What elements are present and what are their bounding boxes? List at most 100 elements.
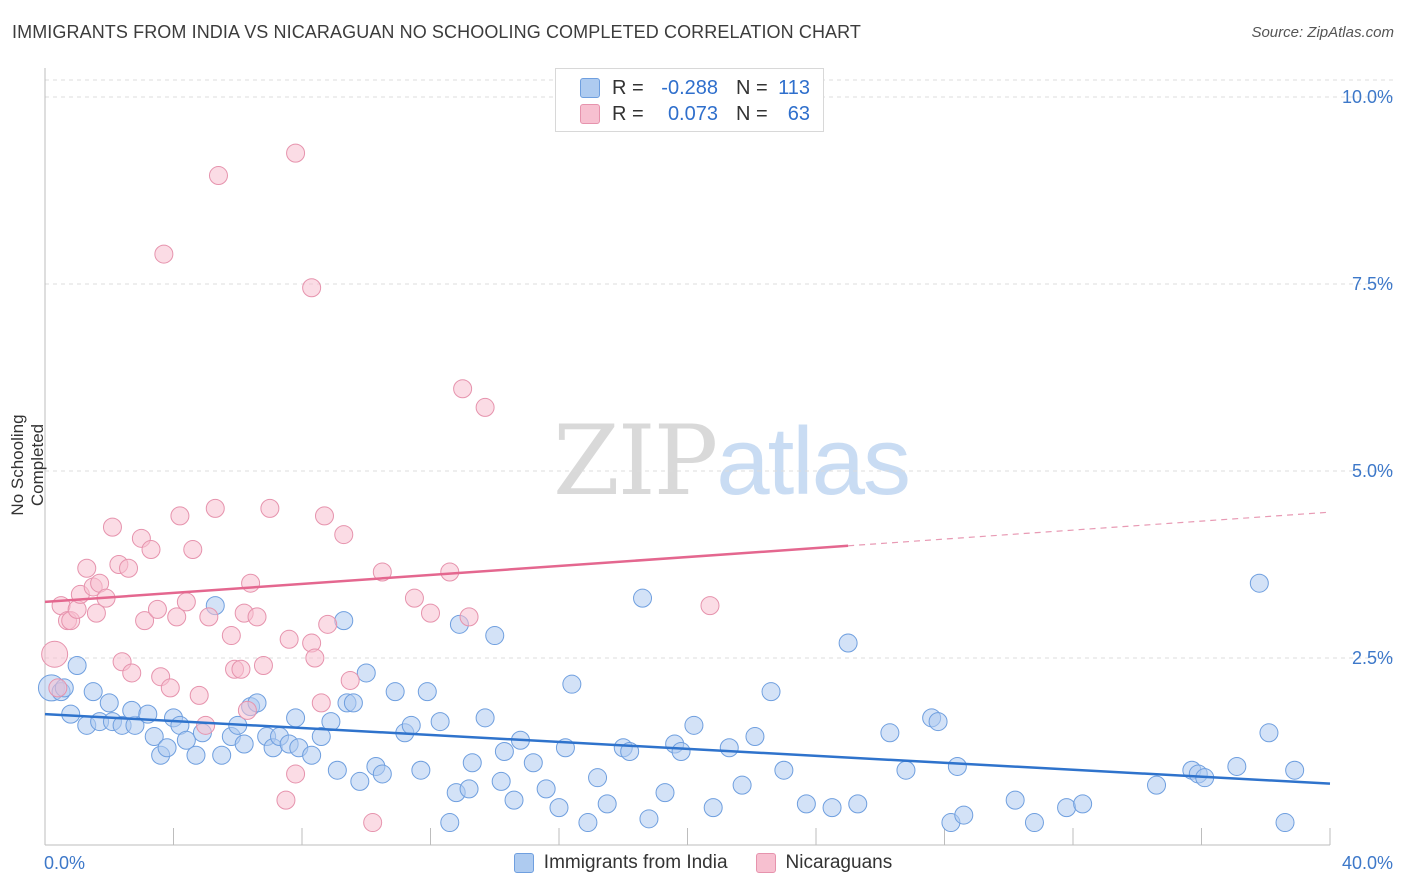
- india-point: [401, 715, 421, 735]
- india-point: [462, 753, 482, 773]
- nicaraguan-point: [102, 517, 122, 537]
- india-point: [440, 813, 460, 833]
- india-point: [234, 734, 254, 754]
- watermark-zip: ZIP: [553, 405, 718, 517]
- india-point: [1227, 756, 1247, 776]
- india-point: [334, 611, 354, 631]
- nicaraguan-point: [189, 685, 209, 705]
- india-point: [350, 771, 370, 791]
- india-point: [417, 682, 437, 702]
- india-point: [928, 712, 948, 732]
- nicaraguan-point: [260, 498, 280, 518]
- nicaraguan-point: [286, 143, 306, 163]
- nicaraguan-point: [453, 379, 473, 399]
- india-point: [880, 723, 900, 743]
- nicaraguan-point: [205, 498, 225, 518]
- nicaraguan-point: [183, 540, 203, 560]
- india-point: [1249, 573, 1269, 593]
- legend-r-value: -0.288: [661, 76, 718, 99]
- india-point: [67, 655, 87, 675]
- india-point: [947, 756, 967, 776]
- nicaraguan-point: [276, 790, 296, 810]
- watermark-atlas: atlas: [716, 408, 911, 515]
- nicaraguan-trend-line: [44, 544, 849, 604]
- chart-title: IMMIGRANTS FROM INDIA VS NICARAGUAN NO S…: [12, 22, 862, 42]
- nicaraguan-trend-extension: [848, 511, 1331, 547]
- nicaraguan-point: [160, 678, 180, 698]
- nicaraguan-point: [700, 596, 720, 616]
- india-point: [896, 760, 916, 780]
- india-point: [954, 805, 974, 825]
- nicaraguan-point: [363, 813, 383, 833]
- y-tick-label: 5.0%: [1352, 461, 1393, 481]
- nicaraguan-point: [154, 244, 174, 264]
- india-point: [1024, 813, 1044, 833]
- nicaraguan-point: [41, 640, 69, 668]
- india-point: [1057, 798, 1077, 818]
- india-point: [655, 783, 675, 803]
- india-point: [459, 779, 479, 799]
- nicaraguan-point: [302, 278, 322, 298]
- nicaraguan-point: [196, 715, 216, 735]
- series-swatch-nicaraguans: [755, 853, 776, 873]
- india-point: [549, 798, 569, 818]
- nicaraguan-point: [475, 397, 495, 417]
- nicaraguan-point: [170, 506, 190, 526]
- india-point: [732, 775, 752, 795]
- series-legend: Immigrants from India Nicaraguans: [0, 852, 1406, 874]
- series-legend-nicaraguans[interactable]: Nicaraguans: [755, 852, 893, 874]
- legend-n-value: 113: [778, 76, 810, 99]
- nicaraguan-point: [141, 540, 161, 560]
- x-tick-label: 40.0%: [1342, 853, 1393, 873]
- legend-swatch-nicaraguans: [580, 104, 600, 124]
- y-tick-label: 7.5%: [1352, 274, 1393, 294]
- india-point: [475, 708, 495, 728]
- y-axis-label: No Schooling Completed: [8, 414, 47, 516]
- series-swatch-india: [513, 853, 534, 873]
- nicaraguan-point: [119, 558, 139, 578]
- nicaraguan-point: [176, 592, 196, 612]
- x-tick-label: 0.0%: [44, 853, 85, 873]
- nicaraguan-point: [237, 700, 257, 720]
- india-point: [122, 700, 142, 720]
- india-point: [430, 712, 450, 732]
- y-tick-label: 10.0%: [1342, 87, 1393, 107]
- nicaraguan-point: [167, 607, 187, 627]
- legend-row-nicaraguans: R = 0.073 N = 63: [580, 102, 810, 126]
- india-point: [321, 712, 341, 732]
- source-label: Source: ZipAtlas.com: [1251, 24, 1394, 41]
- india-point: [99, 693, 119, 713]
- india-point: [327, 760, 347, 780]
- nicaraguan-point: [221, 626, 241, 646]
- series-legend-label: Nicaraguans: [785, 852, 893, 873]
- india-point: [157, 738, 177, 758]
- india-point: [848, 794, 868, 814]
- india-point: [633, 588, 653, 608]
- nicaraguan-point: [199, 607, 219, 627]
- india-point: [311, 727, 331, 747]
- india-point: [491, 771, 511, 791]
- india-point: [838, 633, 858, 653]
- india-point: [356, 663, 376, 683]
- india-point: [703, 798, 723, 818]
- india-point: [494, 742, 514, 761]
- india-point: [186, 745, 206, 765]
- nicaraguan-point: [241, 573, 261, 593]
- nicaraguan-point: [459, 607, 479, 627]
- india-point: [822, 798, 842, 818]
- india-point: [1147, 775, 1167, 795]
- nicaraguan-point: [340, 670, 360, 690]
- india-point: [761, 682, 781, 702]
- nicaraguan-point: [404, 588, 424, 608]
- legend-swatch-india: [580, 78, 600, 98]
- nicaraguan-point: [48, 678, 68, 698]
- legend-n-label: N =: [736, 102, 768, 125]
- india-point: [774, 760, 794, 780]
- india-point: [83, 682, 103, 702]
- legend-row-india: R = -0.288 N = 113: [580, 76, 810, 100]
- india-point: [485, 626, 505, 646]
- india-point: [671, 742, 691, 761]
- series-legend-india[interactable]: Immigrants from India: [513, 852, 728, 874]
- nicaraguan-point: [314, 506, 334, 526]
- india-point: [639, 809, 659, 829]
